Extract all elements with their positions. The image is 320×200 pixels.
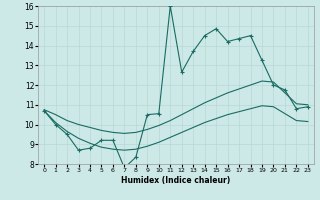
X-axis label: Humidex (Indice chaleur): Humidex (Indice chaleur): [121, 176, 231, 185]
